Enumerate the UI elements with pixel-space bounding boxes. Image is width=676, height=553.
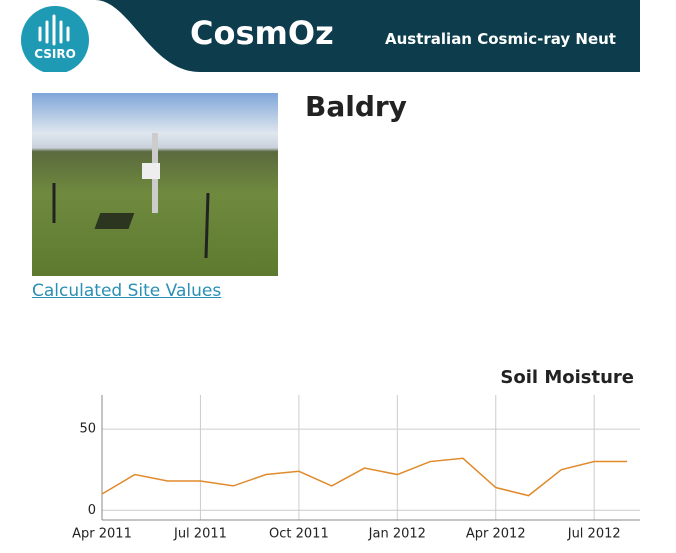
x-tick-label: Oct 2011	[269, 527, 329, 542]
logo-text: CSIRO	[34, 47, 76, 61]
photo-art	[52, 133, 210, 259]
chart: Soil Moisture 0 50 Apr 2011 Jul 2011 Oct 201…	[72, 367, 640, 542]
site-values-link[interactable]: Calculated Site Values	[32, 281, 222, 301]
chart-title: Soil Moisture	[500, 367, 634, 388]
site-title: CosmOz	[190, 14, 334, 52]
x-tick-label: Jan 2012	[368, 527, 426, 542]
x-tick-label: Jul 2012	[567, 527, 621, 542]
series-line	[101, 457, 627, 497]
header: CSIRO	[0, 0, 640, 72]
y-tick-label: 0	[88, 503, 96, 518]
x-tick-label: Jul 2011	[173, 527, 227, 542]
x-tick-label: Apr 2011	[72, 527, 132, 542]
site-name: Baldry	[305, 90, 407, 123]
x-tick-label: Apr 2012	[466, 527, 526, 542]
site-photo	[32, 93, 278, 276]
y-tick-label: 50	[79, 422, 96, 437]
logo-icon	[38, 14, 70, 46]
site-subtitle: Australian Cosmic-ray Neut	[385, 30, 616, 48]
